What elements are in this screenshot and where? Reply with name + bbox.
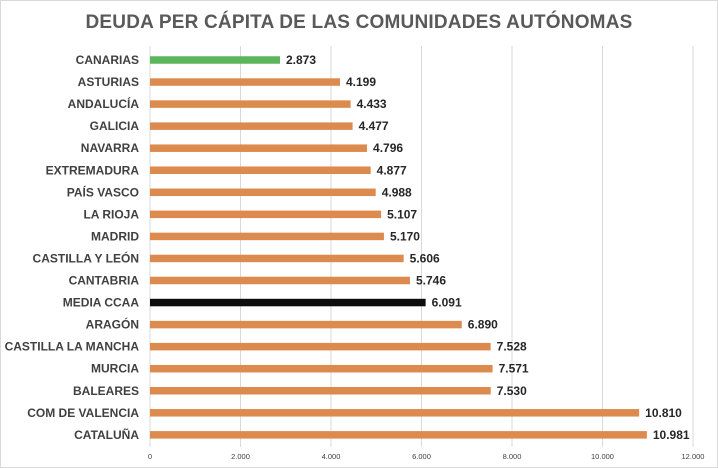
x-tick-label: 6.000 <box>412 452 431 461</box>
category-label: CASTILLA Y LEÓN <box>33 250 139 265</box>
value-label: 4.988 <box>382 185 412 199</box>
bar <box>150 56 281 64</box>
category-label: CATALUÑA <box>74 427 139 442</box>
category-label: EXTREMADURA <box>46 163 140 177</box>
category-label: NAVARRA <box>81 141 140 155</box>
category-label: MURCIA <box>91 362 139 376</box>
value-label: 2.873 <box>286 53 316 67</box>
value-label: 10.810 <box>645 406 682 420</box>
bar <box>150 188 376 197</box>
category-label: ASTURIAS <box>78 75 139 89</box>
value-label: 4.477 <box>359 119 389 133</box>
chart-title: DEUDA PER CÁPITA DE LAS COMUNIDADES AUTÓ… <box>85 12 633 33</box>
value-label: 7.571 <box>499 362 529 376</box>
bar <box>150 431 647 439</box>
value-label: 6.890 <box>468 318 498 332</box>
value-label: 4.199 <box>346 75 376 89</box>
value-label: 4.433 <box>357 97 387 111</box>
x-tick-label: 12.000 <box>682 452 705 461</box>
x-tick-label: 8.000 <box>503 452 522 461</box>
bar <box>150 144 368 152</box>
category-label: CASTILLA LA MANCHA <box>5 340 140 354</box>
value-label: 4.796 <box>373 141 403 155</box>
category-label: ARAGÓN <box>86 317 139 332</box>
bar <box>150 409 640 417</box>
category-label: COM DE VALENCIA <box>27 406 139 420</box>
value-label: 10.981 <box>653 428 690 442</box>
bar <box>150 320 462 329</box>
x-tick-label: 4.000 <box>322 452 341 461</box>
bar <box>150 342 491 351</box>
value-label: 6.091 <box>432 296 462 310</box>
bar <box>150 122 353 130</box>
bar <box>150 387 491 395</box>
category-label: PAÍS VASCO <box>67 184 139 199</box>
value-label: 4.877 <box>377 163 407 177</box>
bar <box>150 100 351 108</box>
category-label: ANDALUCÍA <box>68 96 140 111</box>
value-label: 5.746 <box>416 274 446 288</box>
value-label: 5.170 <box>390 229 420 243</box>
category-label: MADRID <box>91 229 139 243</box>
category-label: GALICIA <box>90 119 140 133</box>
bar <box>150 210 382 219</box>
category-label: CANTABRIA <box>69 274 140 288</box>
bar <box>150 232 384 241</box>
bar <box>150 166 371 174</box>
bar <box>150 276 411 285</box>
x-tick-label: 0 <box>148 452 152 461</box>
bar <box>150 78 341 86</box>
x-tick-label: 10.000 <box>591 452 614 461</box>
value-label: 7.530 <box>497 384 527 398</box>
bar <box>150 298 426 307</box>
x-tick-label: 2.000 <box>231 452 250 461</box>
value-label: 5.107 <box>387 207 417 221</box>
category-label: CANARIAS <box>76 53 139 67</box>
bar <box>150 364 493 373</box>
value-label: 7.528 <box>497 340 527 354</box>
category-label: MEDIA CCAA <box>63 296 140 310</box>
bar <box>150 254 404 263</box>
value-label: 5.606 <box>410 251 440 265</box>
category-label: LA RIOJA <box>83 207 139 221</box>
category-label: BALEARES <box>73 384 139 398</box>
